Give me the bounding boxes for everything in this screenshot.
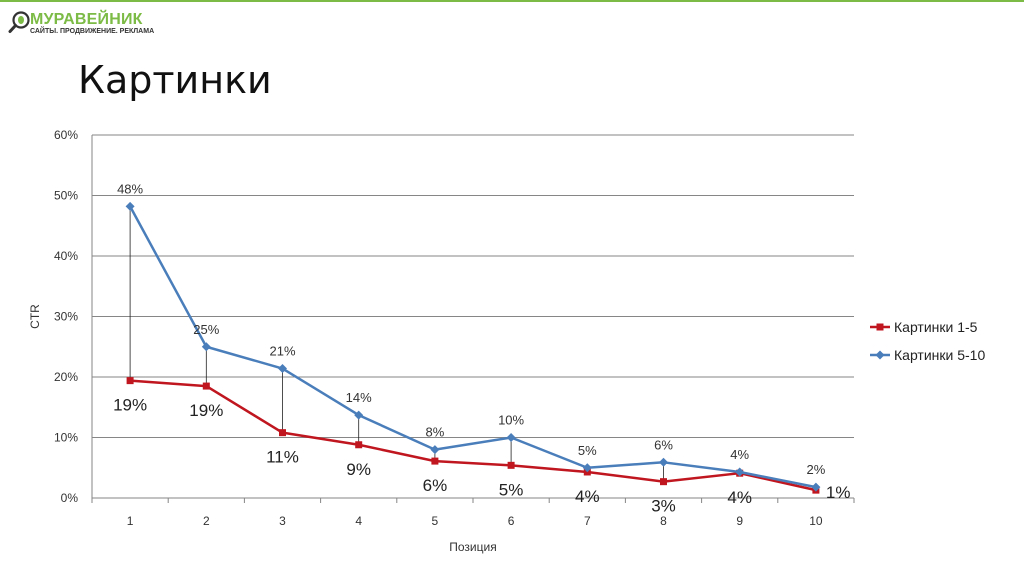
series-2-data-label: 21% (269, 344, 295, 359)
x-tick-label: 10 (809, 514, 823, 528)
y-tick-label: 60% (54, 128, 78, 142)
series-2-data-label: 6% (654, 437, 673, 452)
y-tick-label: 20% (54, 370, 78, 384)
x-tick-label: 3 (279, 514, 286, 528)
series-2-data-label: 25% (193, 322, 219, 337)
y-tick-label: 40% (54, 249, 78, 263)
series-line-1 (130, 379, 817, 492)
series-2-point (430, 445, 440, 455)
x-tick-label: 8 (660, 514, 667, 528)
series-1-data-label: 19% (113, 396, 147, 415)
legend-marker (875, 350, 885, 360)
series-1-data-label: 6% (423, 476, 448, 495)
series-2-point (659, 457, 668, 467)
logo-name: МУРАВЕЙНИК (30, 11, 143, 28)
legend-label: Картинки 1-5 (894, 319, 978, 335)
series-2-data-label: 14% (346, 390, 372, 405)
series-1-data-label: 9% (346, 460, 371, 479)
series-1-point (507, 461, 515, 469)
legend-marker (876, 323, 884, 331)
x-tick-label: 2 (203, 514, 210, 528)
x-tick-label: 7 (584, 514, 591, 528)
series-1-data-label: 5% (499, 480, 524, 499)
series-2-point (125, 201, 135, 211)
chart-legend: Картинки 1-5 Картинки 5-10 (870, 319, 985, 363)
x-tick-label: 9 (736, 514, 743, 528)
series-2-point (201, 342, 211, 352)
series-2-point (735, 467, 745, 477)
logo-tagline: САЙТЫ. ПРОДВИЖЕНИЕ. РЕКЛАМА (30, 28, 155, 35)
series-1-point (355, 441, 363, 449)
chart-series (125, 201, 821, 494)
series-2-data-label: 4% (730, 447, 749, 462)
x-tick-label: 6 (508, 514, 515, 528)
series-1-point (202, 382, 210, 390)
ant-magnifier-icon (8, 11, 30, 33)
chart-grid (92, 134, 854, 438)
chart-axes: 0% 10% 20% 30% 40% 50% 60% 1 2 3 4 5 6 7 8 9 10 Позиция CT… (28, 128, 855, 554)
series-2-data-label: 8% (426, 425, 445, 440)
series-1-data-label: 4% (727, 488, 752, 507)
y-tick-label: 10% (54, 431, 78, 445)
top-accent-line (0, 0, 1024, 2)
series-2-data-label: 5% (578, 443, 597, 458)
x-tick-label: 4 (355, 514, 362, 528)
series-1-data-label: 19% (189, 401, 223, 420)
series-1-point (660, 478, 667, 486)
series-1-data-label: 11% (266, 448, 299, 467)
x-axis-title: Позиция (449, 540, 496, 554)
series-2-point (354, 410, 364, 420)
series-1-data-label: 1% (826, 483, 851, 502)
series-1-point (126, 377, 134, 385)
y-axis-title: CTR (28, 304, 42, 329)
y-tick-label: 50% (54, 189, 78, 203)
series-2-data-label: 10% (498, 413, 524, 428)
series-2-point (278, 364, 287, 374)
y-tick-label: 30% (54, 310, 78, 324)
y-tick-label: 0% (61, 491, 79, 505)
chart-data-labels: 48% 25% 21% 14% 8% 10% 5% 6% 4% 2% 19% 19% 11% 9% 6% 5%… (113, 181, 850, 515)
x-tick-label: 5 (432, 514, 439, 528)
series-2-point (582, 463, 592, 473)
series-1-data-label: 4% (575, 487, 600, 506)
series-2-data-label: 2% (807, 462, 826, 477)
series-2-point (506, 433, 516, 442)
chart-drop-lines (129, 206, 817, 491)
series-1-point (279, 429, 286, 437)
series-2-data-label: 48% (117, 181, 143, 196)
series-1-point (431, 457, 439, 465)
logo: МУРАВЕЙНИК САЙТЫ. ПРОДВИЖЕНИЕ. РЕКЛАМА (8, 8, 158, 38)
x-tick-label: 1 (127, 514, 134, 528)
series-line-2 (129, 205, 817, 489)
series-2-point (811, 482, 821, 492)
legend-label: Картинки 5-10 (894, 347, 985, 363)
page-title: Картинки (78, 58, 272, 102)
series-1-data-label: 3% (651, 497, 676, 516)
